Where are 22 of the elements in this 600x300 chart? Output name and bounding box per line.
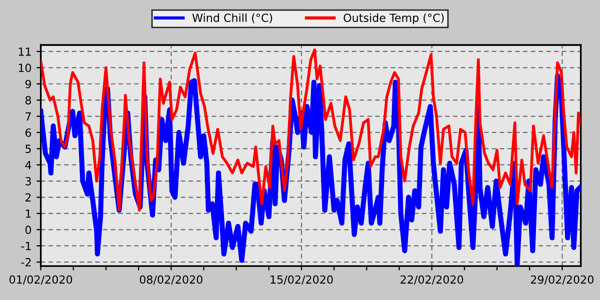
y-tick-label: 10 (18, 64, 32, 72)
x-tick-label: 08/02/2020 (140, 275, 202, 285)
y-tick-label: 0 (25, 226, 32, 234)
y-tick-label: 6 (25, 128, 32, 137)
y-tick-label: 11 (18, 48, 31, 56)
y-tick-label: 2 (26, 193, 31, 202)
y-tick-label: 7 (26, 112, 31, 120)
y-tick-label: 9 (25, 80, 31, 88)
legend-label: Wind Chill (°C) (192, 13, 272, 24)
y-tick-label: -1 (21, 242, 31, 250)
y-tick-label: 1 (26, 210, 31, 218)
y-tick-label: 8 (25, 96, 32, 104)
y-tick-label: 3 (26, 177, 31, 186)
x-tick-label: 15/02/2020 (270, 275, 333, 285)
y-tick-label: 4 (25, 160, 32, 170)
x-tick-label: 01/02/2020 (10, 275, 72, 285)
y-tick-label: 5 (26, 144, 31, 154)
x-tick-label: 29/02/2020 (530, 275, 594, 285)
y-tick-label: -2 (21, 258, 31, 266)
x-tick-label: 22/02/2020 (400, 275, 464, 285)
line-series (40, 48, 581, 212)
legend-label: Outside Temp (°C) (344, 13, 444, 24)
